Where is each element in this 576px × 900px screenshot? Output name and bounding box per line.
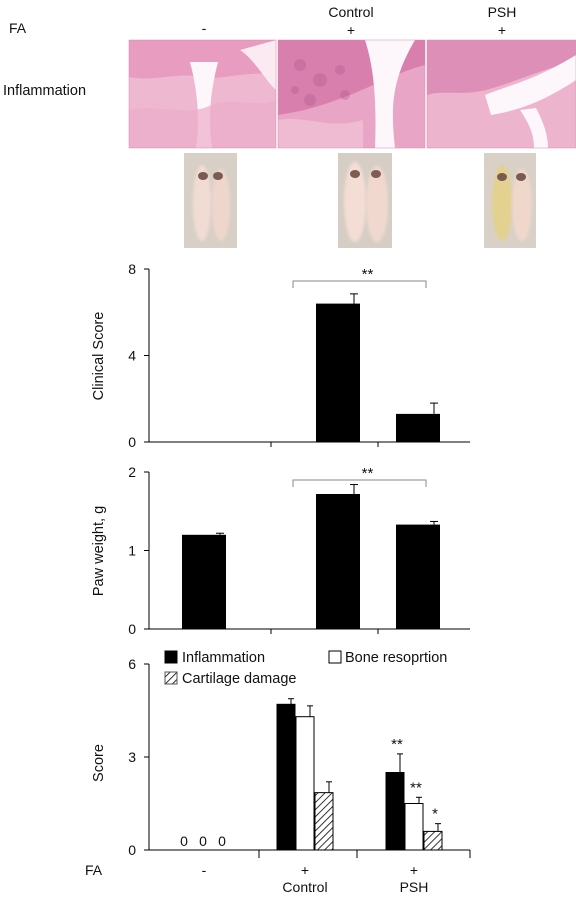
zero-value-label: 0 bbox=[199, 833, 207, 849]
y-tick-label: 4 bbox=[128, 348, 136, 364]
histology-image-control bbox=[277, 39, 426, 149]
histology-image-psh bbox=[426, 39, 576, 149]
paw-weight-chart: Paw weight, g 0 1 2 ** bbox=[91, 464, 470, 637]
legend-item-bone-resorption: Bone resoprtion bbox=[328, 650, 447, 666]
legend-item-cartilage-damage: Cartilage damage bbox=[164, 671, 296, 687]
y-tick-label: 1 bbox=[128, 543, 136, 559]
significance-label: ** bbox=[362, 266, 374, 283]
legend: Inflammation Bone resoprtion Cartilage d… bbox=[164, 650, 447, 687]
bar bbox=[396, 413, 440, 442]
legend-item-inflammation: Inflammation bbox=[164, 650, 265, 666]
y-tick-label: 8 bbox=[128, 261, 136, 277]
row-label-inflammation: Inflammation bbox=[3, 83, 86, 99]
y-tick-label: 0 bbox=[128, 621, 136, 637]
histology-score-chart: Score Inflammation Bone resoprtion Carti… bbox=[85, 650, 471, 895]
bar bbox=[316, 303, 360, 442]
paw-photo-control bbox=[338, 153, 392, 248]
y-tick-label: 3 bbox=[128, 749, 136, 765]
star-label: ** bbox=[391, 736, 403, 753]
histology-image-neg bbox=[128, 39, 277, 149]
group-name-psh: PSH bbox=[488, 4, 517, 20]
zero-value-label: 0 bbox=[218, 833, 226, 849]
bar bbox=[396, 524, 440, 629]
bar-1 bbox=[295, 716, 315, 851]
paw-photo-psh bbox=[484, 153, 536, 248]
bar bbox=[182, 534, 226, 629]
bar-0 bbox=[276, 703, 296, 851]
significance-label: ** bbox=[362, 465, 374, 482]
x-group-psh: PSH bbox=[400, 879, 429, 895]
clinical-score-chart: Clinical Score 0 4 8 ** bbox=[91, 261, 470, 450]
significance-bracket bbox=[292, 280, 427, 288]
legend-label-inflammation: Inflammation bbox=[182, 650, 265, 666]
group-name-control: Control bbox=[328, 4, 373, 20]
bar bbox=[316, 493, 360, 629]
x-fa-psh: + bbox=[410, 862, 418, 878]
score-ylabel: Score bbox=[91, 744, 107, 782]
fa-sign-control: + bbox=[347, 22, 355, 38]
x-fa-control: + bbox=[301, 862, 309, 878]
histology-panel: FA - Control + PSH + Inflammation bbox=[3, 4, 576, 248]
star-label: ** bbox=[410, 779, 422, 796]
fa-sign-psh: + bbox=[498, 22, 506, 38]
legend-swatch-cartilage-damage bbox=[164, 671, 178, 685]
x-fa-label: FA bbox=[85, 862, 103, 878]
y-tick-label: 2 bbox=[128, 464, 136, 480]
paw-weight-ylabel: Paw weight, g bbox=[91, 506, 107, 596]
legend-swatch-bone-resorption bbox=[328, 650, 342, 664]
star-label: * bbox=[432, 806, 438, 823]
zero-value-label: 0 bbox=[180, 833, 188, 849]
clinical-score-ylabel: Clinical Score bbox=[91, 312, 107, 401]
bar-2 bbox=[314, 792, 334, 851]
paw-photo-neg bbox=[184, 153, 237, 248]
y-tick-label: 0 bbox=[128, 434, 136, 450]
y-tick-label: 0 bbox=[128, 842, 136, 858]
legend-label-bone-resorption: Bone resoprtion bbox=[345, 650, 447, 666]
bar-0 bbox=[385, 772, 405, 851]
x-group-control: Control bbox=[282, 879, 327, 895]
legend-label-cartilage-damage: Cartilage damage bbox=[182, 671, 296, 687]
legend-swatch-inflammation bbox=[164, 650, 178, 664]
x-fa-neg: - bbox=[202, 862, 207, 878]
fa-label-top: FA bbox=[9, 20, 27, 36]
fa-sign-neg: - bbox=[202, 20, 207, 36]
bar-1 bbox=[404, 803, 424, 851]
significance-bracket bbox=[292, 479, 427, 487]
y-tick-label: 6 bbox=[128, 656, 136, 672]
bar-2 bbox=[423, 830, 443, 851]
